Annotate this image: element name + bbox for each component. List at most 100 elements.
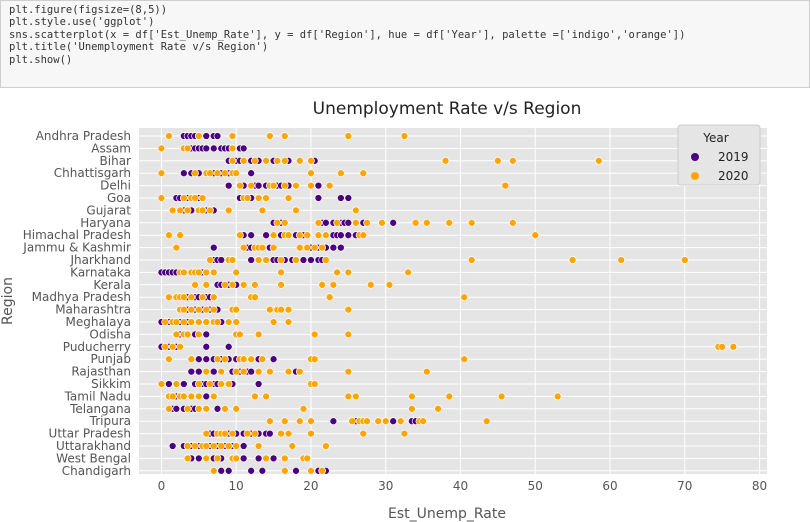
scatter-point-2020 xyxy=(165,404,173,413)
scatter-point-2019 xyxy=(344,218,353,227)
scatter-point-2020 xyxy=(224,380,233,388)
scatter-point-2020 xyxy=(232,305,241,314)
x-tick-label: 20 xyxy=(303,479,318,493)
code-line: plt.show() xyxy=(9,53,73,66)
scatter-point-2020 xyxy=(157,169,166,178)
scatter-point-2019 xyxy=(337,194,345,202)
scatter-point-2020 xyxy=(333,218,341,227)
scatter-point-2020 xyxy=(180,293,188,302)
scatter-point-2019 xyxy=(224,466,233,475)
y-tick-label: Goa xyxy=(107,191,131,205)
scatter-point-2020 xyxy=(400,429,409,438)
scatter-point-2020 xyxy=(277,429,285,438)
scatter-point-2020 xyxy=(359,169,368,178)
scatter-point-2020 xyxy=(172,243,181,252)
scatter-point-2019 xyxy=(202,392,211,401)
scatter-point-2020 xyxy=(310,355,319,364)
scatter-point-2019 xyxy=(269,355,278,364)
scatter-point-2020 xyxy=(202,268,211,277)
scatter-point-2020 xyxy=(228,132,237,140)
y-tick-label: Puducherry xyxy=(63,340,131,354)
y-tick-label: Kerala xyxy=(93,278,131,292)
scatter-point-2020 xyxy=(165,355,173,364)
y-tick-label: Sikkim xyxy=(91,377,131,391)
scatter-point-2020 xyxy=(172,318,181,326)
scatter-point-2020 xyxy=(228,280,237,289)
scatter-point-2020 xyxy=(273,218,282,227)
code-line: sns.scatterplot(x = df['Est_Unemp_Rate']… xyxy=(9,28,686,41)
scatter-point-2019 xyxy=(247,466,255,475)
y-tick-label: Maharashtra xyxy=(55,303,131,317)
scatter-point-2019 xyxy=(292,466,300,475)
scatter-point-2020 xyxy=(243,429,252,438)
y-tick-label: Odisha xyxy=(89,327,131,341)
scatter-point-2020 xyxy=(157,380,166,388)
scatter-point-2020 xyxy=(194,318,203,326)
scatter-point-2020 xyxy=(198,194,207,202)
scatter-point-2020 xyxy=(262,454,270,463)
scatter-point-2020 xyxy=(351,218,360,227)
scatter-point-2020 xyxy=(494,156,502,165)
legend-marker-2019 xyxy=(691,153,699,161)
scatter-point-2020 xyxy=(232,404,241,413)
scatter-point-2020 xyxy=(191,169,199,178)
scatter-point-2020 xyxy=(568,256,577,264)
scatter-point-2020 xyxy=(209,305,218,314)
scatter-point-2020 xyxy=(344,392,353,401)
scatter-point-2019 xyxy=(172,404,181,413)
scatter-point-2019 xyxy=(209,367,218,376)
scatter-point-2020 xyxy=(206,256,214,264)
scatter-point-2020 xyxy=(251,280,259,289)
scatter-point-2020 xyxy=(228,429,237,438)
scatter-point-2020 xyxy=(310,243,319,252)
scatter-point-2020 xyxy=(183,330,192,339)
scatter-point-2019 xyxy=(180,380,188,388)
scatter-point-2020 xyxy=(322,256,330,264)
scatter-point-2020 xyxy=(265,367,274,376)
scatter-point-2019 xyxy=(209,144,218,153)
scatter-point-2020 xyxy=(718,342,726,351)
scatter-point-2020 xyxy=(198,206,207,215)
code-cell[interactable]: plt.figure(figsize=(8,5)) plt.style.use(… xyxy=(0,0,810,88)
scatter-point-2020 xyxy=(284,367,293,376)
scatter-point-2020 xyxy=(366,280,375,289)
scatter-point-2020 xyxy=(236,330,244,339)
legend-label-2019: 2019 xyxy=(718,150,749,164)
y-tick-label: Madhya Pradesh xyxy=(32,290,131,304)
scatter-point-2019 xyxy=(213,404,222,413)
scatter-point-2019 xyxy=(168,442,177,450)
scatter-point-2019 xyxy=(217,256,226,264)
code-line: plt.title('Unemployment Rate v/s Region'… xyxy=(9,41,269,54)
scatter-point-2020 xyxy=(460,293,469,302)
scatter-point-2020 xyxy=(303,243,312,252)
scatter-point-2020 xyxy=(180,194,188,202)
scatter-point-2020 xyxy=(265,132,274,140)
scatter-point-2020 xyxy=(295,243,304,252)
scatter-point-2020 xyxy=(445,392,454,401)
scatter-point-2020 xyxy=(247,181,255,190)
scatter-point-2020 xyxy=(180,318,188,326)
scatter-point-2020 xyxy=(183,404,192,413)
scatter-point-2020 xyxy=(501,181,510,190)
scatter-point-2020 xyxy=(168,392,177,401)
scatter-point-2020 xyxy=(292,256,300,264)
scatter-point-2019 xyxy=(329,417,338,426)
scatter-point-2020 xyxy=(359,429,368,438)
scatter-point-2020 xyxy=(198,293,207,302)
scatter-point-2020 xyxy=(217,442,226,450)
scatter-point-2020 xyxy=(467,218,476,227)
y-tick-label: Chhattisgarh xyxy=(54,166,131,180)
scatter-point-2020 xyxy=(295,231,304,240)
legend-title: Year xyxy=(702,131,728,145)
scatter-point-2019 xyxy=(239,454,248,463)
scatter-point-2019 xyxy=(389,417,398,426)
scatter-point-2020 xyxy=(191,194,199,202)
scatter-point-2020 xyxy=(284,231,293,240)
scatter-point-2020 xyxy=(314,231,323,240)
y-axis-title: Region xyxy=(0,277,16,325)
scatter-point-2020 xyxy=(318,243,327,252)
scatter-point-2019 xyxy=(180,169,188,178)
scatter-point-2020 xyxy=(161,342,170,351)
scatter-point-2020 xyxy=(258,355,267,364)
x-tick-label: 70 xyxy=(677,479,692,493)
